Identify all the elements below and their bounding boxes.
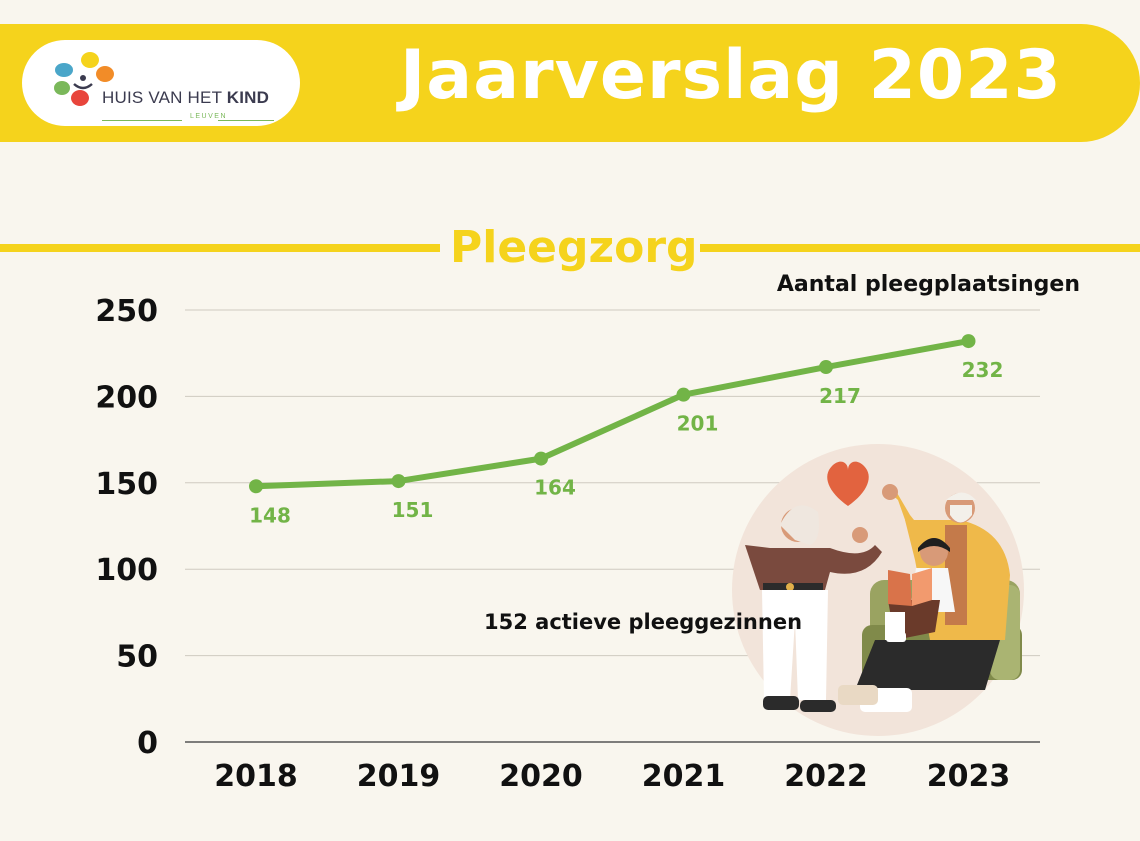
x-tick-label: 2022	[784, 759, 868, 794]
x-tick-label: 2018	[214, 759, 298, 794]
family-illustration	[732, 444, 1024, 736]
y-tick-label: 150	[95, 467, 158, 502]
y-axis-labels: 0 50 100 150 200 250	[95, 294, 158, 761]
data-point-2019	[391, 474, 406, 489]
section-title: Pleegzorg	[450, 222, 698, 273]
data-point-2023	[961, 334, 976, 349]
logo: HUIS VAN HET KIND LEUVEN	[22, 40, 300, 126]
data-label-2020: 164	[534, 476, 576, 500]
heart-icon	[827, 461, 869, 506]
y-tick-label: 0	[137, 726, 158, 761]
data-point-2018	[249, 479, 263, 494]
chart-title: Aantal pleegplaatsingen	[776, 272, 1080, 297]
report-title: Jaarverslag 2023	[400, 36, 1062, 115]
data-label-2018: 148	[249, 503, 291, 527]
chart-annotation: 152 actieve pleeggezinnen	[484, 610, 803, 634]
data-labels: 148 151 164 201 217 232	[249, 358, 1003, 527]
data-point-2020	[534, 451, 548, 466]
y-tick-label: 100	[95, 553, 158, 588]
y-tick-label: 250	[95, 294, 158, 329]
data-label-2022: 217	[819, 384, 861, 408]
logo-text: HUIS VAN HET KIND	[102, 88, 270, 107]
section-divider-left	[0, 244, 440, 252]
series-line	[253, 338, 972, 490]
data-points	[249, 334, 976, 494]
x-tick-label: 2021	[642, 759, 726, 794]
logo-divider-left	[102, 120, 182, 121]
section-divider-right	[700, 244, 1140, 252]
data-label-2021: 201	[677, 412, 719, 436]
y-tick-label: 50	[116, 640, 158, 675]
data-point-2022	[819, 360, 833, 375]
x-axis-labels: 2018 2019 2020 2021 2022 2023	[214, 759, 1010, 794]
x-tick-label: 2019	[357, 759, 441, 794]
data-point-2021	[676, 387, 691, 402]
y-tick-label: 200	[95, 380, 158, 415]
logo-divider-right	[218, 120, 274, 121]
data-label-2019: 151	[392, 498, 434, 522]
x-tick-label: 2020	[499, 759, 583, 794]
chart-gridlines	[185, 309, 1040, 743]
logo-subtitle: LEUVEN	[190, 113, 228, 120]
flower-logo-icon	[54, 52, 114, 106]
x-tick-label: 2023	[927, 759, 1011, 794]
data-label-2023: 232	[962, 358, 1004, 382]
